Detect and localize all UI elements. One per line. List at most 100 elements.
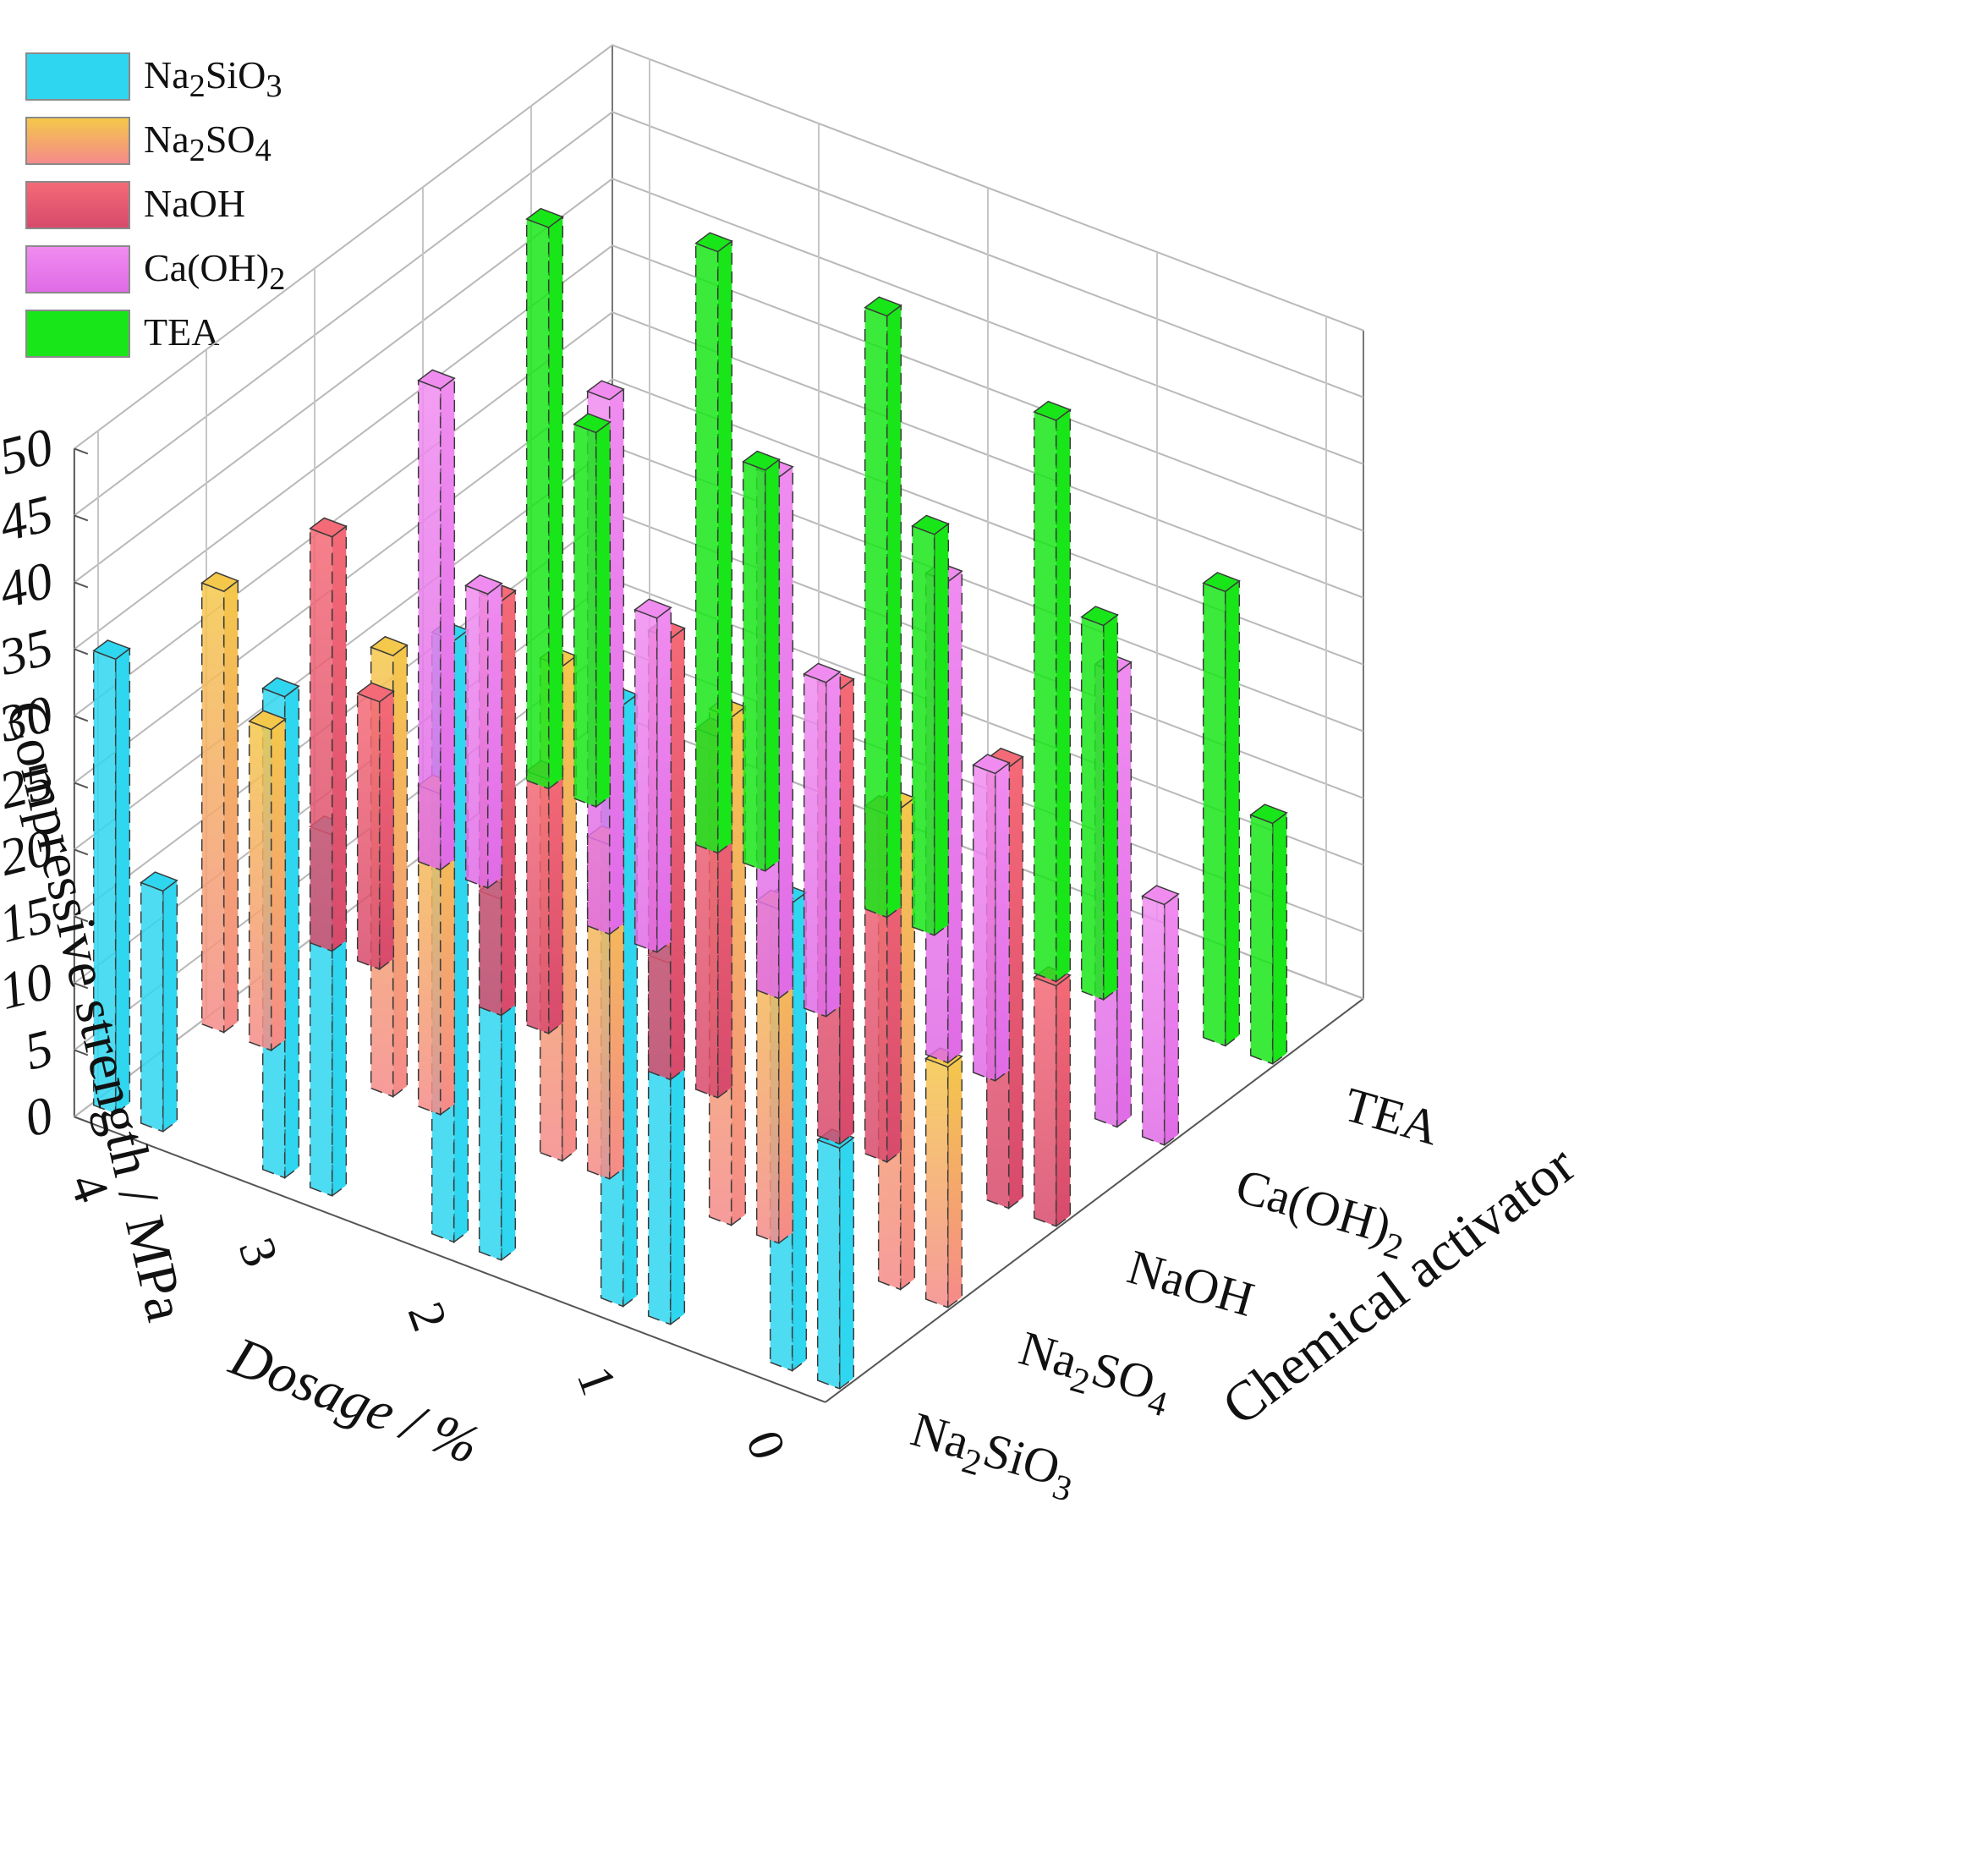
bar-face-side	[1007, 755, 1024, 1210]
bar-top	[370, 635, 409, 656]
tick-label-dosage-0: 0	[736, 1423, 797, 1467]
legend: Na2SiO3 Na2SO4 NaOH Ca(OH)2 TEA	[25, 49, 364, 370]
bar-TEA-dosage-2-back	[864, 296, 902, 919]
bar-top	[911, 514, 950, 535]
bar-face-front	[1141, 895, 1166, 1146]
bar-top	[1080, 606, 1119, 627]
bar-face-side	[669, 627, 686, 1082]
bar-top	[972, 754, 1011, 775]
bar-top	[586, 380, 625, 401]
bar-face-front	[309, 527, 333, 952]
bar-TEA-dosage-3-back	[694, 232, 733, 855]
legend-item-na2so4: Na2SO4	[25, 113, 364, 178]
bar-face-side	[655, 606, 672, 954]
bar-face-side	[886, 304, 902, 919]
gridline-z-25	[74, 378, 1364, 784]
bar-Ca(OH)2-dosage-0-front	[1141, 885, 1180, 1147]
tick-label-z-35: 35	[0, 618, 58, 687]
bar-top	[261, 677, 300, 698]
bar-face-side	[500, 589, 517, 1018]
gridline-z-30	[74, 311, 1364, 717]
bar-face-side	[392, 644, 409, 1099]
bar-Na2SO4-dosage-4-back	[200, 571, 239, 1034]
legend-swatch-na2sio3	[25, 52, 130, 101]
bar-NaOH-dosage-4-front	[356, 682, 395, 971]
tick-mark-z-10	[74, 982, 89, 990]
bar-top	[1249, 804, 1288, 825]
bar-face-front	[1249, 814, 1274, 1065]
bar-face-side	[1055, 974, 1072, 1228]
bar-face-front	[1080, 616, 1105, 1001]
bar-face-front	[573, 423, 597, 808]
bar-Ca(OH)2-dosage-3-front	[633, 598, 672, 954]
bar-top	[633, 598, 672, 619]
bar-top	[803, 662, 842, 683]
bar-top	[140, 871, 178, 892]
tick-mark-z-35	[74, 648, 89, 656]
tick-mark-z-30	[74, 715, 89, 722]
bar-face-side	[994, 761, 1011, 1083]
bar-Na2SO4-dosage-0-front	[924, 1047, 963, 1309]
legend-swatch-naoh	[25, 181, 130, 229]
bar-Na2SiO3-dosage-4-front	[140, 871, 178, 1133]
bar-face-front	[694, 242, 719, 854]
legend-label-naoh: NaOH	[144, 182, 246, 225]
bar-NaOH-dosage-4-back	[309, 517, 348, 953]
bar-Na2SO4-dosage-4-front	[248, 710, 287, 1052]
bar-Ca(OH)2-dosage-4-back	[417, 369, 456, 872]
bar-face-side	[283, 684, 300, 1180]
bar-top	[356, 682, 395, 703]
bar-face-side	[946, 569, 963, 1065]
bar-TEA-dosage-3-front	[742, 450, 781, 873]
tick-mark-z-20	[74, 848, 89, 856]
bar-face-side	[716, 239, 733, 855]
bar-top	[200, 571, 239, 592]
tick-label-activator-0: Na2SiO3	[902, 1402, 1083, 1510]
legend-swatch-tea	[25, 310, 130, 358]
bar-top	[248, 710, 287, 731]
bar-face-side	[825, 670, 842, 1018]
tick-mark-z-25	[74, 782, 89, 789]
tick-label-activator-2: NaOH	[1122, 1239, 1259, 1327]
bar-TEA-dosage-1-back	[1033, 400, 1072, 984]
tick-label-z-10: 10	[0, 952, 58, 1021]
bar-face-front	[356, 692, 381, 970]
bar-face-front	[803, 672, 827, 1018]
tick-label-dosage-2: 2	[398, 1295, 458, 1338]
bar-face-front	[924, 1057, 949, 1308]
axis-dosage-line	[74, 1116, 826, 1403]
gridline-z-45	[74, 111, 1364, 517]
bar-Ca(OH)2-dosage-4-front	[464, 574, 503, 890]
bar-TEA-dosage-2-front	[911, 514, 950, 937]
tick-label-dosage-1: 1	[567, 1359, 628, 1402]
bar-face-side	[222, 579, 239, 1034]
bars-layer	[92, 207, 1288, 1391]
bar-Ca(OH)2-dosage-1-front	[972, 754, 1011, 1083]
bar-face-front	[742, 460, 766, 872]
bar-face-side	[547, 215, 564, 791]
bar-face-front	[911, 524, 935, 936]
bar-Ca(OH)2-dosage-2-front	[803, 662, 842, 1018]
bar-face-front	[972, 764, 996, 1082]
bar-face-side	[595, 420, 612, 809]
bar-face-side	[547, 767, 564, 1035]
legend-item-naoh: NaOH	[25, 178, 364, 242]
bar-top	[1033, 400, 1072, 421]
bar-TEA-dosage-4-front	[573, 413, 612, 809]
bar-face-front	[1033, 976, 1057, 1227]
tick-label-z-50: 50	[0, 418, 58, 486]
bar-TEA-dosage-0-front	[1249, 804, 1288, 1066]
bar-face-front	[417, 379, 442, 871]
tick-label-activator-1: Na2SO4	[1011, 1320, 1178, 1425]
bar-face-front	[464, 584, 489, 889]
bar-face-front	[525, 770, 550, 1034]
bar-face-side	[439, 376, 456, 872]
bar-face-side	[1163, 892, 1180, 1147]
legend-item-na2sio3: Na2SiO3	[25, 49, 364, 113]
bar-face-front	[633, 608, 658, 953]
tick-mark-z-15	[74, 915, 89, 923]
tick-mark-z-45	[74, 514, 89, 522]
bar-face-side	[270, 717, 287, 1052]
axis-title-dosage: Dosage / %	[222, 1325, 488, 1477]
bar-top	[1141, 885, 1180, 906]
